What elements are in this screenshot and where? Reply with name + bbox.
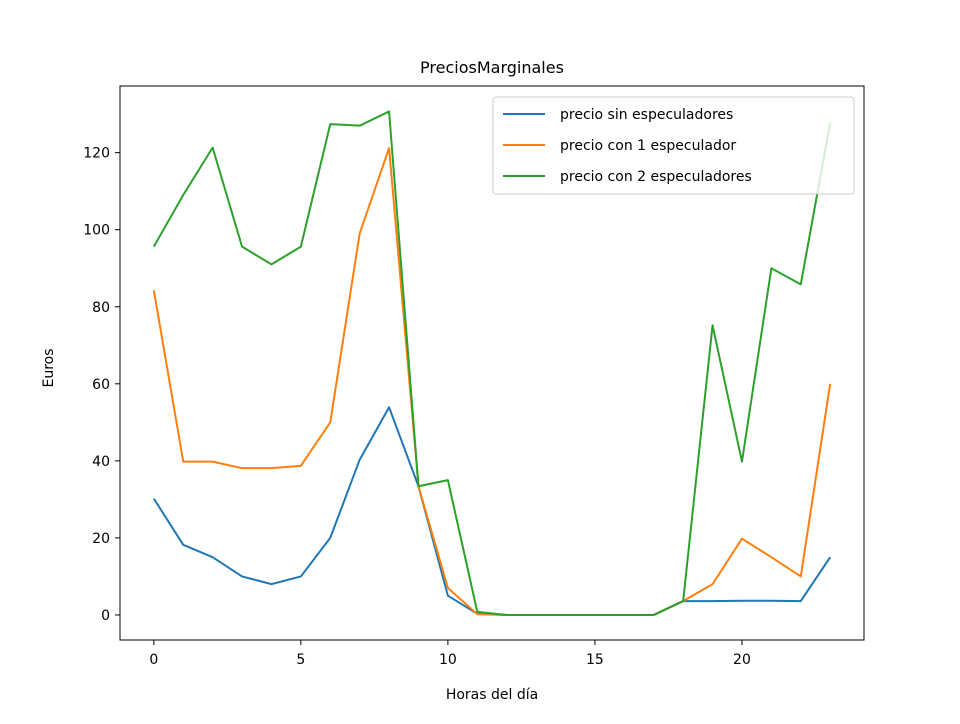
legend-label: precio con 2 especuladores — [560, 169, 752, 185]
y-tick-label: 80 — [92, 300, 110, 316]
y-axis-label: Euros — [41, 348, 57, 387]
y-tick-label: 0 — [101, 608, 110, 624]
x-tick-label: 10 — [439, 652, 457, 668]
y-tick-label: 100 — [83, 223, 110, 239]
y-tick-label: 120 — [83, 146, 110, 162]
legend-label: precio sin especuladores — [560, 107, 733, 123]
y-tick-label: 40 — [92, 454, 110, 470]
series-line-2 — [152, 147, 832, 616]
y-tick-label: 20 — [92, 531, 110, 547]
legend: precio sin especuladores precio con 1 esp… — [492, 96, 855, 195]
legend-box — [492, 96, 855, 195]
x-axis-label: Horas del día — [446, 687, 538, 703]
plot-frame — [119, 85, 865, 641]
series-lines — [152, 110, 832, 616]
x-tick-label: 15 — [586, 652, 604, 668]
axes: 0 5 10 15 20 0 20 40 60 80 100 120 — [83, 146, 751, 668]
series-line-3 — [152, 110, 832, 616]
x-tick-label: 5 — [296, 652, 305, 668]
chart-title: PreciosMarginales — [420, 58, 564, 77]
x-tick-label: 20 — [733, 652, 751, 668]
y-tick-label: 60 — [92, 377, 110, 393]
x-tick-label: 0 — [149, 652, 158, 668]
legend-label: precio con 1 especulador — [560, 138, 736, 154]
